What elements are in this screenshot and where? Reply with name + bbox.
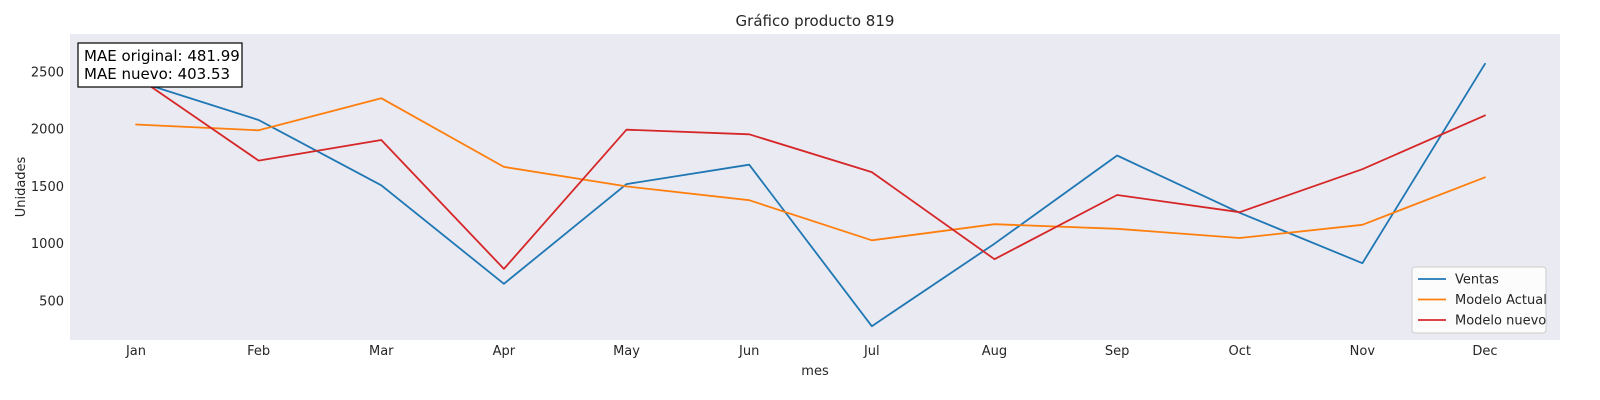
legend-items: Ventas Modelo Actual Modelo nuevo [1418,273,1547,329]
y-tick-label: 500 [39,295,64,310]
y-tick-label: 1000 [31,237,64,252]
legend-label: Modelo Actual [1455,293,1547,308]
x-tick-label: Dec [1472,344,1497,359]
series-layer [135,62,1486,328]
series-line [135,62,1486,328]
x-tick-label: Mar [369,344,394,359]
legend-label: Ventas [1455,273,1499,288]
legend: Ventas Modelo Actual Modelo nuevo [1411,266,1547,334]
series-line [135,75,1486,270]
x-tick-label: Jul [863,344,880,359]
mae-annotation: MAE original: 481.99 MAE nuevo: 403.53 [77,42,243,88]
annotation-box [77,42,243,88]
x-tick-label: May [613,344,640,359]
series-line [135,97,1486,242]
y-tick-label: 2500 [31,65,64,80]
x-tick-label: Jun [738,344,759,359]
x-tick-label: Nov [1350,344,1376,359]
x-tick-label: Aug [982,344,1007,359]
y-tick-label: 1500 [31,180,64,195]
x-tick-label: Apr [493,344,516,359]
x-tick-label: Jan [125,344,146,359]
plot-area [70,34,1560,340]
chart-title: Gráfico producto 819 [736,12,895,30]
x-tick-label: Oct [1228,344,1250,359]
annotation-line-original: MAE original: 481.99 [84,47,240,65]
y-axis-title: Unidades [14,156,29,217]
y-tick-labels: 500 1000 1500 2000 2500 [31,65,64,309]
legend-box [1411,266,1547,334]
annotation-line-nuevo: MAE nuevo: 403.53 [84,65,230,83]
legend-label: Modelo nuevo [1455,314,1546,329]
x-tick-labels: Jan Feb Mar Apr May Jun Jul Aug Sep Oct Nov Dec [125,344,1498,359]
x-tick-label: Sep [1105,344,1130,359]
x-tick-label: Feb [247,344,270,359]
y-tick-label: 2000 [31,123,64,138]
x-axis-title: mes [801,364,829,379]
